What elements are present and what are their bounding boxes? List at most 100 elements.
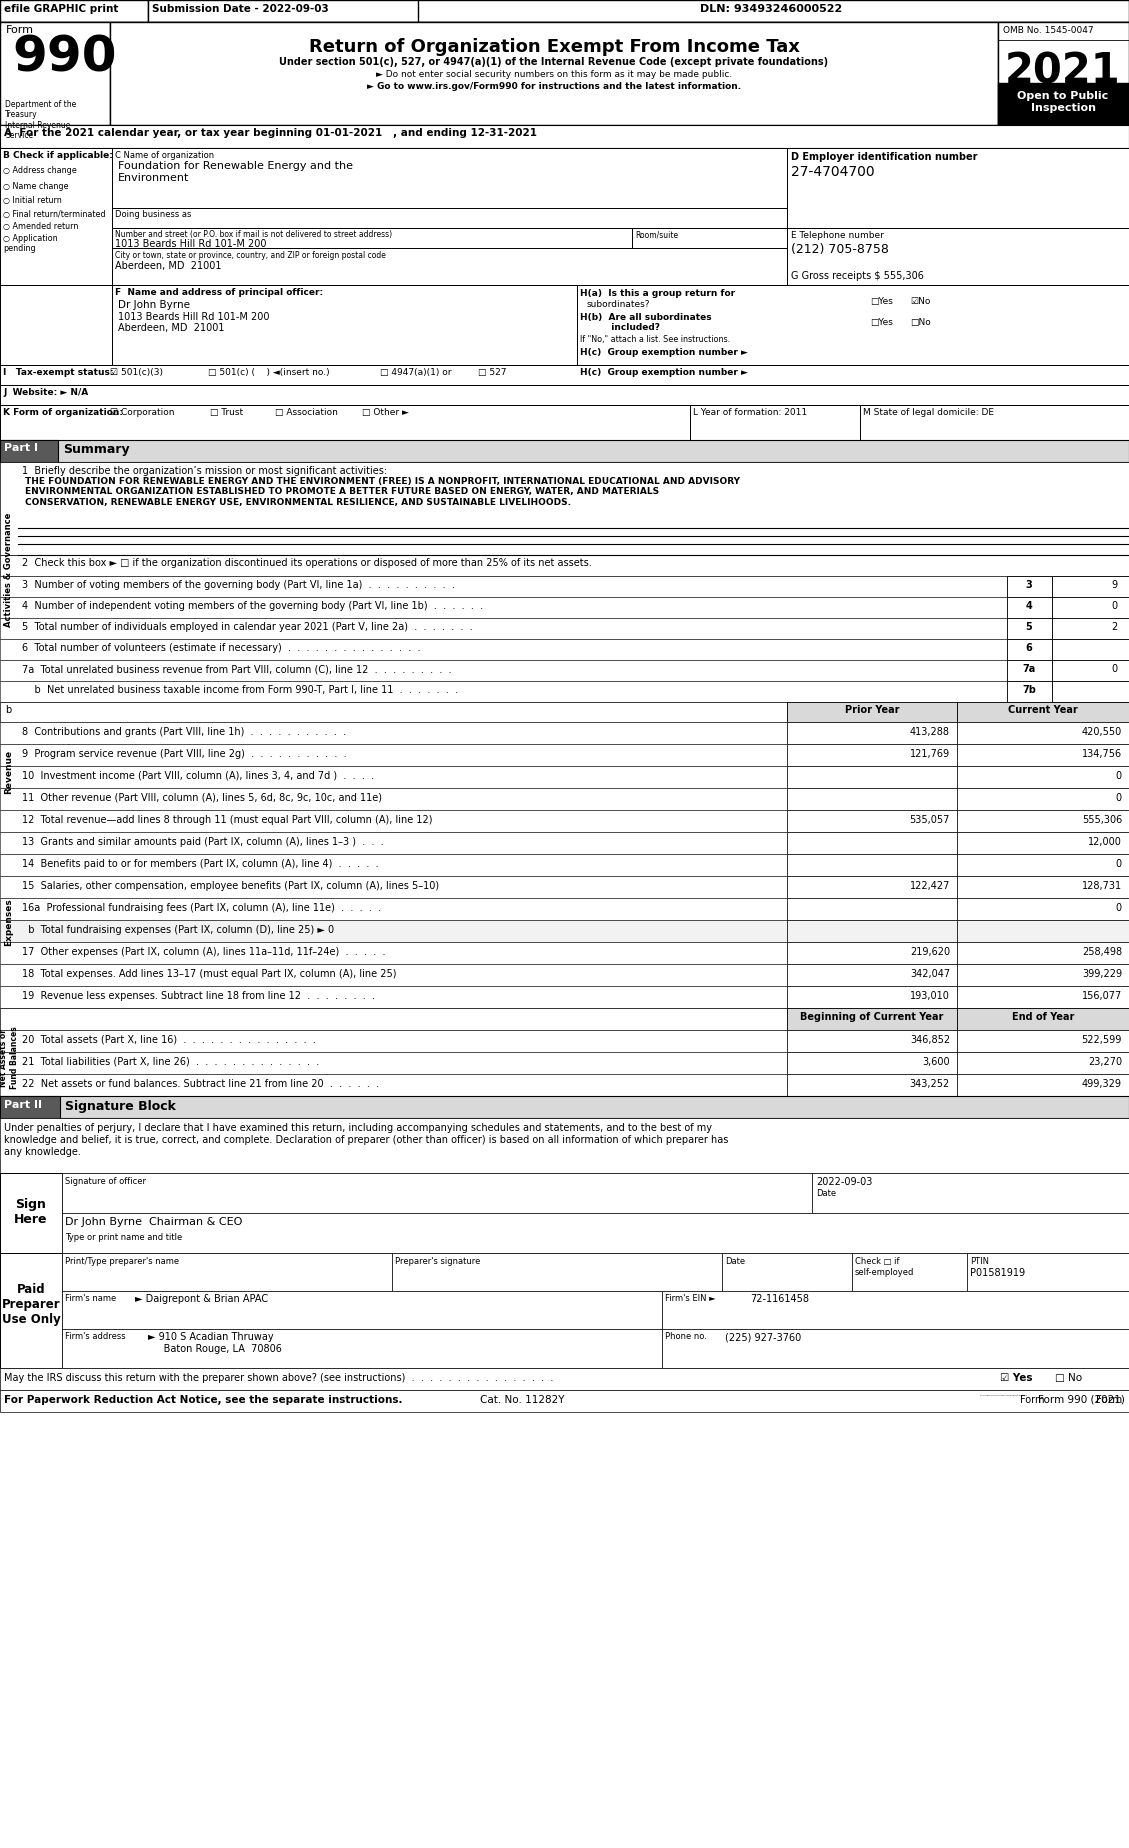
Text: 11  Other revenue (Part VIII, column (A), lines 5, 6d, 8c, 9c, 10c, and 11e): 11 Other revenue (Part VIII, column (A),… xyxy=(21,793,382,804)
Text: b  Total fundraising expenses (Part IX, column (D), line 25) ► 0: b Total fundraising expenses (Part IX, c… xyxy=(21,926,334,935)
Text: self-employed: self-employed xyxy=(855,1268,914,1277)
Bar xyxy=(957,809,1129,832)
Text: L Year of formation: 2011: L Year of formation: 2011 xyxy=(693,408,807,418)
Text: Expenses: Expenses xyxy=(5,898,14,946)
Text: 5  Total number of individuals employed in calendar year 2021 (Part V, line 2a) : 5 Total number of individuals employed i… xyxy=(21,623,473,632)
Text: M State of legal domicile: DE: M State of legal domicile: DE xyxy=(863,408,994,418)
Bar xyxy=(812,1173,1129,1212)
Text: 18  Total expenses. Add lines 13–17 (must equal Part IX, column (A), line 25): 18 Total expenses. Add lines 13–17 (must… xyxy=(21,968,396,979)
Bar xyxy=(112,285,577,366)
Text: Revenue: Revenue xyxy=(5,750,14,795)
Bar xyxy=(957,854,1129,876)
Text: ○ Initial return: ○ Initial return xyxy=(3,196,62,205)
Text: PTIN: PTIN xyxy=(970,1257,989,1266)
Bar xyxy=(787,1007,957,1029)
Bar xyxy=(1007,617,1052,639)
Bar xyxy=(112,227,632,248)
Text: 0: 0 xyxy=(1115,793,1122,804)
Text: DLN: 93493246000522: DLN: 93493246000522 xyxy=(700,4,842,15)
Bar xyxy=(110,22,998,126)
Text: 22  Net assets or fund balances. Subtract line 21 from line 20  .  .  .  .  .  .: 22 Net assets or fund balances. Subtract… xyxy=(21,1079,379,1088)
Bar xyxy=(662,1329,1129,1368)
Text: 0: 0 xyxy=(1111,601,1117,612)
Text: 258,498: 258,498 xyxy=(1082,946,1122,957)
Bar xyxy=(957,745,1129,767)
Bar xyxy=(0,617,1007,639)
Bar xyxy=(0,384,1129,405)
Bar xyxy=(62,1329,662,1368)
Text: I   Tax-exempt status:: I Tax-exempt status: xyxy=(3,368,114,377)
Bar xyxy=(0,1173,62,1253)
Bar xyxy=(0,577,1007,597)
Text: ○ Name change: ○ Name change xyxy=(3,181,69,190)
Bar xyxy=(1007,597,1052,617)
Bar xyxy=(957,920,1129,942)
Bar xyxy=(632,227,787,248)
Bar xyxy=(957,965,1129,987)
Text: Beginning of Current Year: Beginning of Current Year xyxy=(800,1013,944,1022)
Text: 9: 9 xyxy=(1111,580,1117,590)
Bar xyxy=(723,1253,852,1292)
Text: 219,620: 219,620 xyxy=(910,946,949,957)
Text: Doing business as: Doing business as xyxy=(115,211,192,220)
Text: Current Year: Current Year xyxy=(1008,704,1078,715)
Text: Form: Form xyxy=(1019,1395,1048,1404)
Text: 0: 0 xyxy=(1115,904,1122,913)
Text: Baton Rouge, LA  70806: Baton Rouge, LA 70806 xyxy=(148,1343,282,1355)
Text: H(b)  Are all subordinates: H(b) Are all subordinates xyxy=(580,312,711,322)
Bar xyxy=(1052,682,1129,702)
Bar xyxy=(0,1096,1129,1118)
Text: b: b xyxy=(5,704,11,715)
Text: K Form of organization:: K Form of organization: xyxy=(3,408,123,418)
Text: □Yes: □Yes xyxy=(870,298,893,307)
Text: 0: 0 xyxy=(1115,859,1122,869)
Text: □ 501(c) (    ) ◄(insert no.): □ 501(c) ( ) ◄(insert no.) xyxy=(208,368,330,377)
Bar xyxy=(0,285,112,366)
Text: 2  Check this box ► □ if the organization discontinued its operations or dispose: 2 Check this box ► □ if the organization… xyxy=(21,558,592,567)
Text: 7a: 7a xyxy=(1023,663,1035,675)
Text: ☑ 501(c)(3): ☑ 501(c)(3) xyxy=(110,368,163,377)
Bar xyxy=(0,285,1129,366)
Bar xyxy=(787,148,1129,227)
Bar xyxy=(62,1212,1129,1253)
Text: 0: 0 xyxy=(1111,663,1117,675)
Text: subordinates?: subordinates? xyxy=(587,299,650,309)
Bar xyxy=(392,1253,723,1292)
Bar xyxy=(0,660,1007,682)
Text: ☑ Corporation: ☑ Corporation xyxy=(110,408,175,418)
Bar xyxy=(112,209,787,227)
Bar xyxy=(1052,617,1129,639)
Text: Under penalties of perjury, I declare that I have examined this return, includin: Under penalties of perjury, I declare th… xyxy=(5,1124,712,1133)
Bar xyxy=(787,854,957,876)
Bar xyxy=(787,987,957,1007)
Text: 6: 6 xyxy=(1025,643,1032,652)
Bar xyxy=(787,745,957,767)
Text: ► Go to www.irs.gov/Form990 for instructions and the latest information.: ► Go to www.irs.gov/Form990 for instruct… xyxy=(367,81,741,91)
Text: 17  Other expenses (Part IX, column (A), lines 11a–11d, 11f–24e)  .  .  .  .  .: 17 Other expenses (Part IX, column (A), … xyxy=(21,946,385,957)
Text: Form 990 (2021): Form 990 (2021) xyxy=(1039,1395,1124,1404)
Text: 13  Grants and similar amounts paid (Part IX, column (A), lines 1–3 )  .  .  .: 13 Grants and similar amounts paid (Part… xyxy=(21,837,384,846)
Bar xyxy=(957,987,1129,1007)
Bar xyxy=(0,702,787,723)
Bar xyxy=(787,898,957,920)
Text: 3,600: 3,600 xyxy=(922,1057,949,1066)
Text: Cat. No. 11282Y: Cat. No. 11282Y xyxy=(480,1395,564,1404)
Text: Activities & Governance: Activities & Governance xyxy=(5,512,14,626)
Bar xyxy=(0,366,1129,384)
Bar xyxy=(0,1052,787,1074)
Text: 499,329: 499,329 xyxy=(1082,1079,1122,1088)
Text: H(a)  Is this a group return for: H(a) Is this a group return for xyxy=(580,288,735,298)
Text: □ No: □ No xyxy=(1054,1373,1082,1382)
Text: 16a  Professional fundraising fees (Part IX, column (A), line 11e)  .  .  .  .  : 16a Professional fundraising fees (Part … xyxy=(21,904,382,913)
Bar xyxy=(0,148,112,285)
Text: 10  Investment income (Part VIII, column (A), lines 3, 4, and 7d )  .  .  .  .: 10 Investment income (Part VIII, column … xyxy=(21,771,374,782)
Bar xyxy=(0,0,1129,22)
Text: 193,010: 193,010 xyxy=(910,991,949,1002)
Text: any knowledge.: any knowledge. xyxy=(5,1148,81,1157)
Text: Paid
Preparer
Use Only: Paid Preparer Use Only xyxy=(1,1283,60,1327)
Bar xyxy=(1007,639,1052,660)
Bar xyxy=(0,1096,60,1118)
Bar xyxy=(1007,660,1052,682)
Bar xyxy=(787,965,957,987)
Text: Preparer's signature: Preparer's signature xyxy=(395,1257,480,1266)
